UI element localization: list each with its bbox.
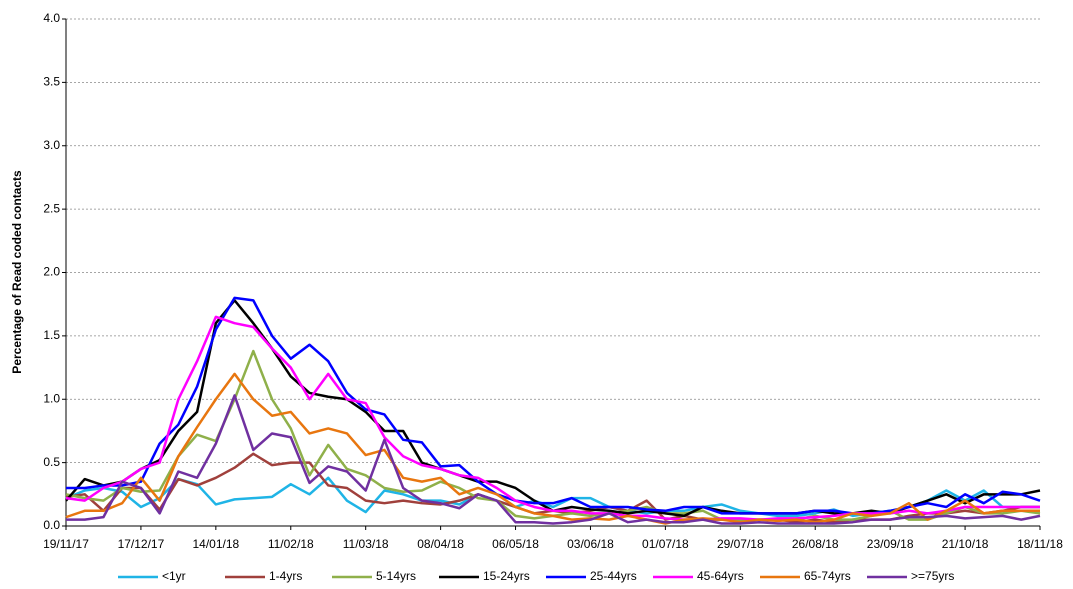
x-tick-label: 06/05/18 (492, 537, 539, 551)
legend-label: 25-44yrs (590, 569, 637, 583)
legend-label: >=75yrs (911, 569, 954, 583)
y-tick-label: 0.5 (43, 455, 60, 469)
x-tick-label: 14/01/18 (192, 537, 239, 551)
x-tick-label: 21/10/18 (942, 537, 989, 551)
legend-label: <1yr (162, 569, 186, 583)
y-tick-label: 0.0 (43, 518, 60, 532)
y-tick-label: 3.0 (43, 138, 60, 152)
legend-label: 5-14yrs (376, 569, 416, 583)
x-tick-label: 29/07/18 (717, 537, 764, 551)
y-tick-label: 1.5 (43, 328, 60, 342)
series-line (65, 372, 1040, 525)
legend-label: 15-24yrs (483, 569, 530, 583)
y-tick-label: 2.5 (43, 201, 60, 215)
y-tick-label: 2.0 (43, 265, 60, 279)
series-line (65, 349, 1041, 521)
x-tick-label: 08/04/18 (417, 537, 464, 551)
legend-label: 65-74yrs (804, 569, 851, 583)
series-line (65, 315, 1040, 521)
legend-label: 1-4yrs (269, 569, 302, 583)
x-tick-label: 03/06/18 (567, 537, 614, 551)
x-tick-label: 23/09/18 (867, 537, 914, 551)
x-tick-label: 01/07/18 (642, 537, 689, 551)
legend-label: 45-64yrs (697, 569, 744, 583)
y-tick-label: 4.0 (43, 11, 60, 25)
x-tick-label: 17/12/17 (118, 537, 165, 551)
x-tick-label: 18/11/18 (1017, 537, 1063, 551)
y-axis-title: Percentage of Read coded contacts (10, 170, 24, 374)
x-tick-label: 11/02/18 (268, 537, 314, 551)
y-tick-label: 1.0 (43, 391, 60, 405)
x-tick-label: 26/08/18 (792, 537, 839, 551)
series-line (66, 394, 1041, 525)
x-tick-label: 19/11/17 (43, 537, 89, 551)
x-tick-label: 11/03/18 (343, 537, 389, 551)
series-line (65, 299, 1041, 518)
y-tick-label: 3.5 (43, 75, 60, 89)
